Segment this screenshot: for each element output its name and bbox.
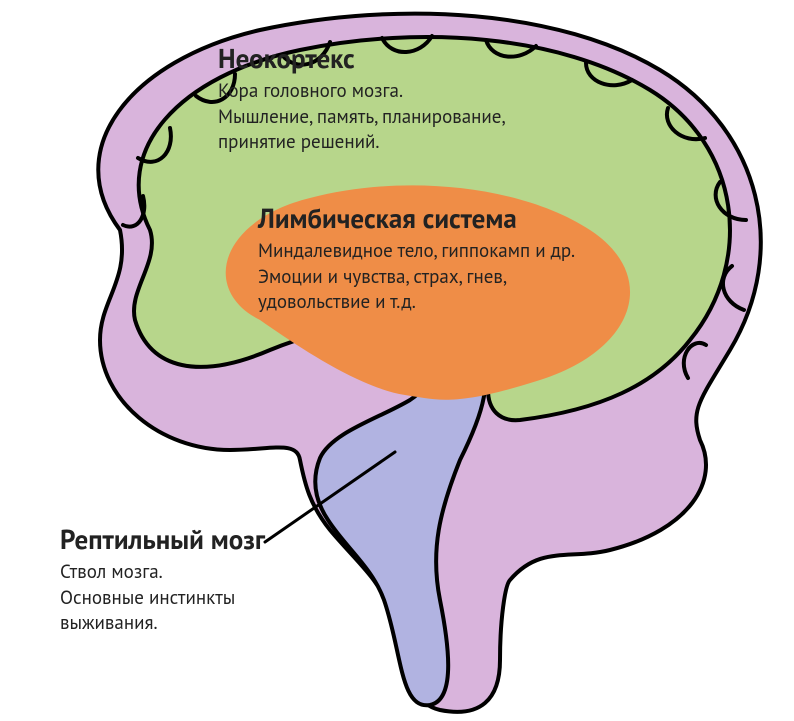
neocortex-desc: Кора головного мозга. Мышление, память, … <box>218 79 506 156</box>
reptilian-label: Рептильный мозг Ствол мозга. Основные ин… <box>60 525 265 637</box>
limbic-desc: Миндалевидное тело, гиппокамп и др. Эмоц… <box>258 239 575 316</box>
limbic-title: Лимбическая система <box>258 204 575 235</box>
limbic-label: Лимбическая система Миндалевидное тело, … <box>258 204 575 316</box>
neocortex-title: Неокортекс <box>218 44 506 75</box>
reptilian-desc: Ствол мозга. Основные инстинкты выживани… <box>60 560 265 637</box>
reptilian-title: Рептильный мозг <box>60 525 265 556</box>
neocortex-label: Неокортекс Кора головного мозга. Мышлени… <box>218 44 506 156</box>
